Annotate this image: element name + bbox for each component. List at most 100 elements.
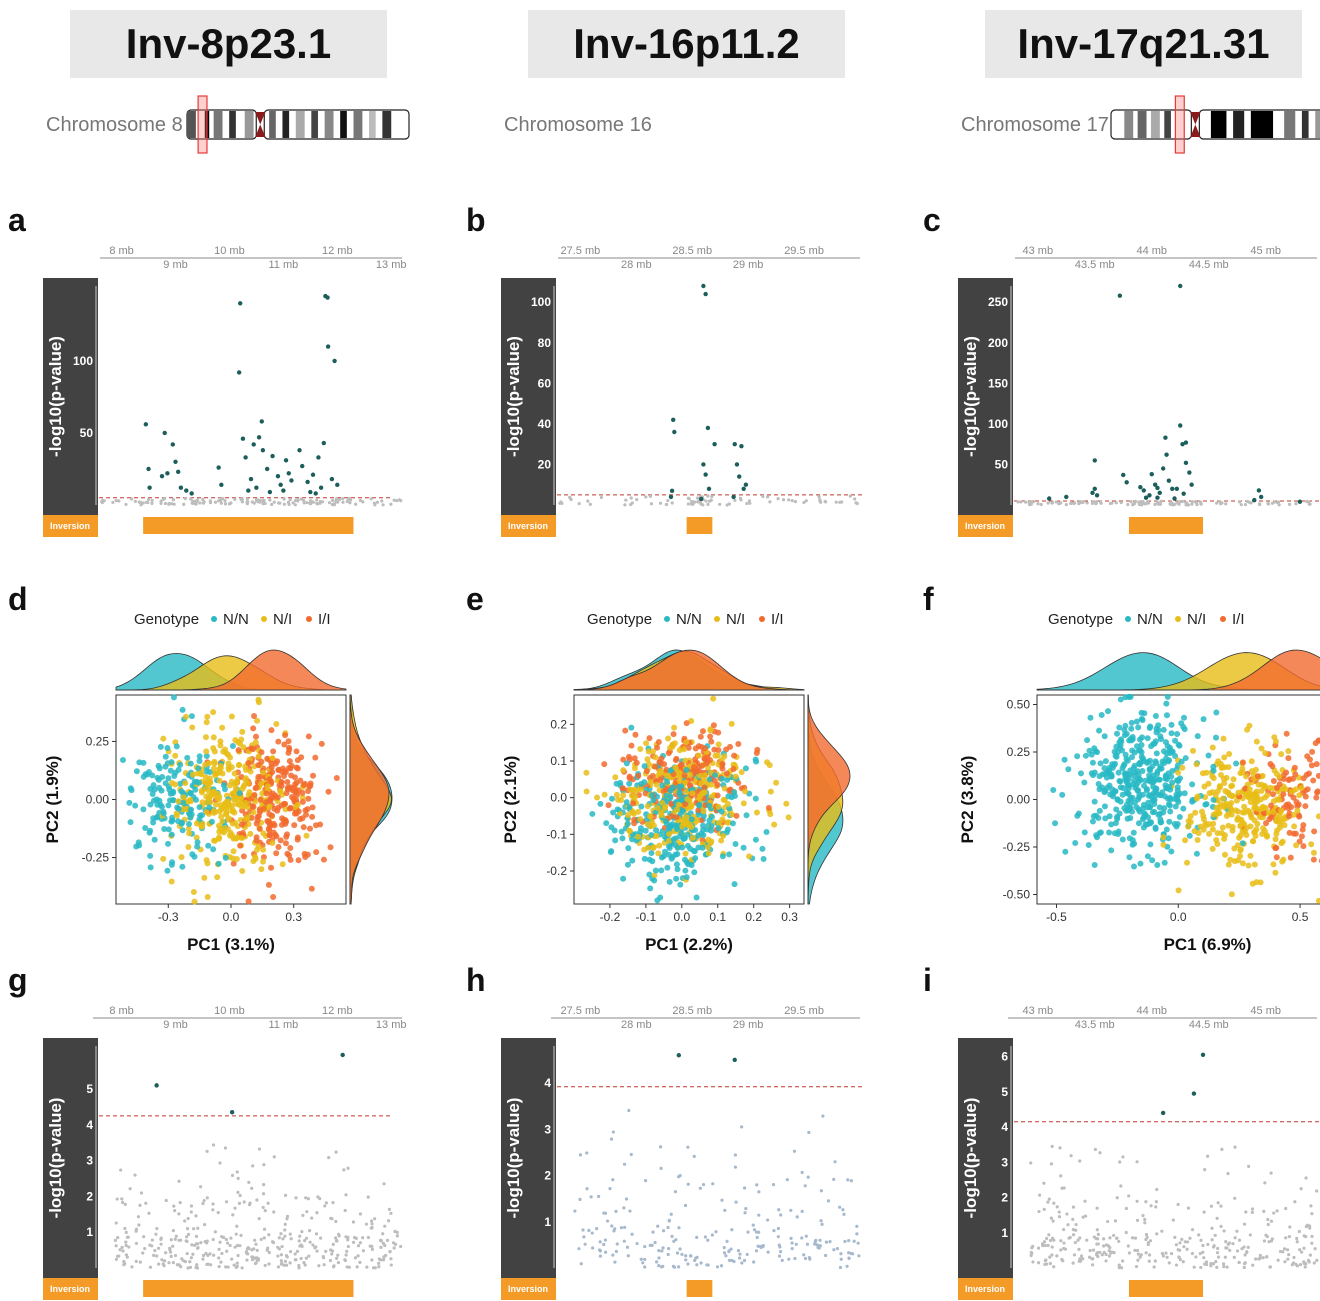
nonsig-point (1313, 1247, 1317, 1251)
pca-point (230, 860, 237, 867)
nonsig-point (1184, 500, 1188, 505)
pca-point (1139, 734, 1146, 741)
pca-point (1250, 838, 1257, 845)
chromosome-band (382, 111, 392, 138)
nonsig-point (219, 1260, 223, 1264)
nonsig-point (834, 500, 838, 504)
x-tick-label: 0.5 (1292, 910, 1309, 924)
nonsig-point (1107, 1249, 1111, 1253)
pca-point (1147, 841, 1154, 848)
nonsig-point (1287, 1252, 1291, 1257)
nonsig-point (1306, 500, 1311, 504)
nonsig-point (1029, 1161, 1033, 1165)
pca-point (250, 725, 257, 732)
pca-point (638, 780, 645, 787)
nonsig-point (1095, 1242, 1099, 1246)
nonsig-point (852, 1239, 856, 1243)
pca-point (1168, 730, 1175, 737)
y-tick-label: 0.00 (86, 793, 110, 807)
pca-point (185, 844, 192, 851)
y-tick-label: 250 (988, 295, 1008, 309)
nonsig-point (792, 1149, 797, 1153)
nonsig-point (251, 1164, 255, 1168)
pca-point (210, 734, 217, 741)
nonsig-point (303, 1239, 307, 1243)
nonsig-point (1261, 1256, 1265, 1260)
nonsig-point (195, 1266, 200, 1270)
significant-point (243, 455, 248, 460)
nonsig-point (255, 498, 260, 502)
nonsig-point (361, 500, 365, 504)
pca-point (1231, 858, 1238, 865)
nonsig-point (724, 1254, 728, 1258)
significant-point (1187, 470, 1192, 475)
pca-point (1248, 758, 1255, 765)
nonsig-point (1308, 1253, 1312, 1257)
pca-point (689, 790, 696, 797)
pca-point (626, 780, 633, 787)
nonsig-point (223, 499, 227, 503)
nonsig-point (224, 1265, 228, 1269)
pca-point (715, 741, 722, 748)
pca-point (665, 750, 672, 757)
pca-point (189, 771, 196, 778)
pca-point (203, 748, 210, 755)
y-tick-label: -0.1 (546, 827, 567, 841)
panel-letter: d (8, 581, 28, 617)
nonsig-point (1242, 1265, 1246, 1270)
pca-point (1254, 820, 1261, 827)
pca-point (1126, 693, 1133, 700)
nonsig-point (254, 1261, 258, 1265)
pca-point (673, 755, 680, 762)
pca-point (1154, 861, 1161, 868)
nonsig-point (1115, 1236, 1119, 1240)
nonsig-point (233, 1245, 237, 1249)
nonsig-point (378, 1238, 383, 1242)
pca-point (767, 811, 774, 818)
nonsig-point (235, 1243, 240, 1248)
nonsig-point (1202, 1256, 1206, 1260)
pca-point (196, 753, 203, 760)
pca-point (1159, 789, 1166, 796)
pca-point (1206, 830, 1213, 837)
pca-point (179, 863, 186, 870)
nonsig-point (847, 1239, 851, 1243)
pca-point (265, 881, 272, 888)
nonsig-point (257, 1216, 261, 1221)
pca-point (719, 761, 726, 768)
pca-point (740, 844, 747, 851)
nonsig-point (138, 1260, 142, 1264)
nonsig-point (366, 1235, 370, 1240)
pca-point (1163, 826, 1170, 833)
pca-point (1182, 837, 1189, 844)
pca-point (1144, 853, 1151, 860)
nonsig-point (623, 1225, 627, 1229)
nonsig-point (653, 1240, 657, 1245)
significant-point (240, 436, 246, 441)
nonsig-point (1108, 1236, 1112, 1240)
nonsig-point (346, 1244, 350, 1249)
pca-point (620, 767, 627, 774)
significant-point (281, 488, 286, 493)
nonsig-point (223, 1146, 228, 1150)
nonsig-point (611, 1130, 615, 1134)
pca-point (683, 874, 690, 881)
nonsig-point (1245, 1250, 1249, 1254)
y-tick-label: 0.00 (1007, 793, 1031, 807)
nonsig-point (1303, 1265, 1307, 1269)
nonsig-point (1304, 1225, 1308, 1229)
nonsig-point (282, 502, 286, 506)
pca-point (620, 875, 627, 882)
panel-letter: c (923, 202, 941, 238)
pca-point (300, 781, 307, 788)
pca-point (278, 782, 285, 789)
pca-point (1253, 738, 1260, 745)
pca-point (646, 856, 653, 863)
nonsig-point (839, 1257, 843, 1261)
significant-point (741, 486, 746, 491)
nonsig-point (683, 1203, 688, 1208)
nonsig-point (1225, 1265, 1229, 1269)
marginal-density-x (573, 649, 805, 691)
y-tick-label: 20 (538, 457, 552, 471)
inversion-label: Inversion (965, 521, 1005, 531)
